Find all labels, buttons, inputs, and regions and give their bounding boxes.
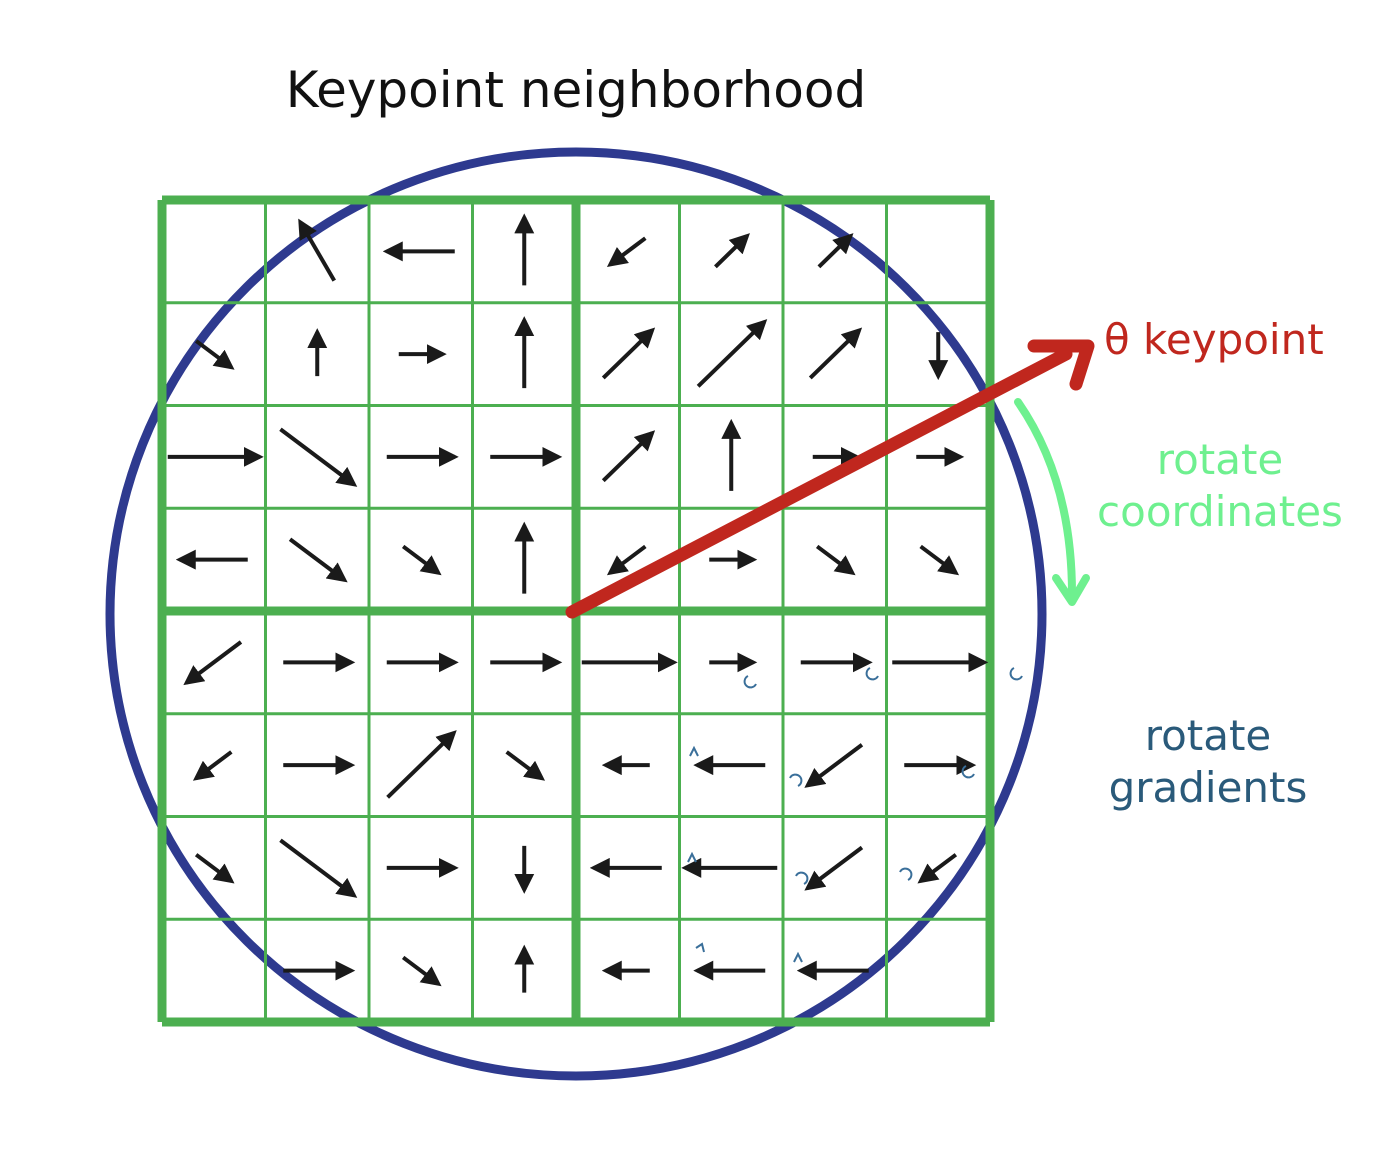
sample-grid bbox=[157, 195, 995, 1027]
keypoint-orientation-arrow bbox=[565, 339, 1095, 619]
gradient-arrow bbox=[804, 845, 864, 891]
rotation-hint-icon bbox=[789, 773, 803, 787]
gradient-arrow bbox=[183, 640, 243, 686]
neighborhood-circle bbox=[105, 147, 1047, 1081]
gradient-arrow bbox=[279, 427, 358, 487]
gradient-arrow bbox=[714, 233, 750, 269]
rotation-hint-icon bbox=[961, 765, 975, 779]
gradient-arrow bbox=[601, 430, 656, 483]
rotation-hint-icon bbox=[689, 745, 699, 757]
rotation-hint-icon bbox=[865, 667, 879, 681]
rotation-hint-icon bbox=[687, 851, 697, 863]
gradient-arrow bbox=[401, 955, 442, 987]
gradient-arrow bbox=[192, 750, 233, 781]
gradient-arrow bbox=[505, 750, 546, 781]
rotate-gradients-label-line2: gradients bbox=[1109, 763, 1308, 812]
gradient-arrow bbox=[194, 853, 235, 884]
gradient-arrow bbox=[808, 327, 863, 380]
gradient-arrows bbox=[167, 213, 989, 993]
rotate-coordinates-arrow bbox=[1014, 398, 1090, 606]
rotate-coordinates-label: rotate bbox=[1157, 435, 1284, 484]
gradient-arrow bbox=[288, 537, 348, 583]
diagram-title: Keypoint neighborhood bbox=[286, 61, 866, 119]
rotate-gradients-label: rotate bbox=[1145, 711, 1272, 760]
rotation-hint-icon bbox=[1009, 667, 1023, 681]
rotation-hint-icon bbox=[899, 867, 913, 881]
rotate-coordinates-label-line2: coordinates bbox=[1097, 487, 1343, 536]
gradient-arrow bbox=[606, 236, 647, 267]
rotation-hint-icon bbox=[793, 951, 803, 963]
rotation-hint-icon bbox=[743, 675, 757, 689]
gradient-arrow bbox=[279, 838, 358, 898]
gradient-arrow bbox=[194, 339, 235, 370]
gradient-arrow bbox=[815, 544, 856, 576]
gradient-arrow bbox=[386, 730, 457, 799]
gradient-arrow bbox=[601, 327, 656, 380]
gradient-arrow bbox=[696, 319, 768, 388]
rotation-hint-icon bbox=[795, 871, 809, 885]
gradient-arrow bbox=[298, 218, 336, 282]
gradient-arrow bbox=[401, 544, 442, 576]
gradient-arrow bbox=[919, 544, 960, 576]
gradient-arrow bbox=[917, 853, 958, 884]
rotation-hint-icon bbox=[695, 942, 705, 953]
gradient-arrow bbox=[606, 544, 647, 576]
gradient-arrow bbox=[817, 233, 854, 269]
theta-keypoint-label: θ keypoint bbox=[1104, 315, 1324, 364]
gradient-arrow bbox=[804, 743, 864, 788]
small-rotation-hints bbox=[687, 667, 1023, 963]
